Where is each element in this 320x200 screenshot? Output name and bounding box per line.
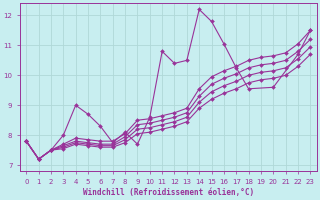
X-axis label: Windchill (Refroidissement éolien,°C): Windchill (Refroidissement éolien,°C): [83, 188, 254, 197]
